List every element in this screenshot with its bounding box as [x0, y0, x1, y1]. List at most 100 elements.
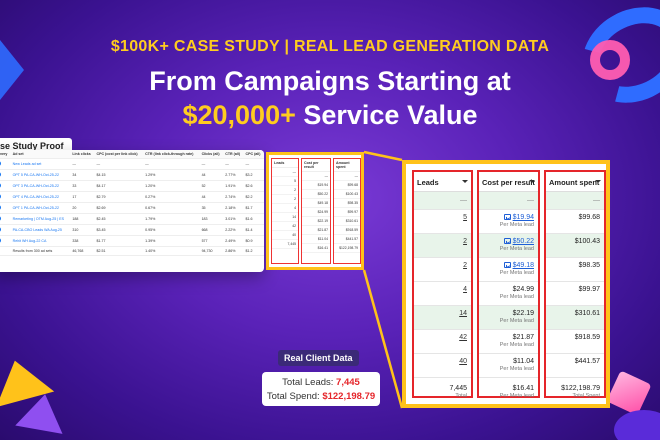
- leads-link[interactable]: 14: [459, 310, 467, 317]
- mini-header-amount: Amount spent: [334, 159, 360, 172]
- chart-icon[interactable]: [503, 238, 511, 244]
- leads-link[interactable]: 4: [463, 286, 467, 293]
- amount-value: $99.68: [578, 214, 600, 221]
- ad-set-name[interactable]: OPT 4 PA-CA-WH-Oct-25-22: [10, 191, 71, 203]
- mini-cell: $122,198.79: [334, 244, 360, 253]
- table-cell: —: [223, 158, 244, 170]
- table-row[interactable]: OPT 1 PA-CA-WH-Oct-25-22 20 $2.69 0.67% 35 2.…: [0, 202, 264, 214]
- zoom-row: $98.35: [546, 258, 604, 282]
- table-cell: 1.91%: [223, 180, 244, 192]
- decor-triangle-purple: [15, 390, 69, 434]
- headline: From Campaigns Starting at $20,000+ Serv…: [0, 64, 660, 132]
- mini-cell: $99.97: [334, 208, 360, 217]
- delivery-cell[interactable]: [0, 158, 11, 170]
- mini-cell: 14: [272, 213, 298, 222]
- ads-table-column-header[interactable]: CPC (all): [243, 150, 264, 159]
- amount-value: $99.97: [578, 286, 600, 293]
- table-cell: —: [143, 158, 200, 170]
- zoom-row: 2: [414, 258, 471, 282]
- ad-set-name[interactable]: OPT 3 PA-CA-WH-Oct-25-22: [10, 180, 71, 192]
- delivery-cell[interactable]: [0, 202, 11, 214]
- zoomed-metrics-panel: Leads — 5 2 2 4 14 42 40 7,445 Total Cost per re…: [402, 160, 610, 408]
- zoom-row: 42: [414, 330, 471, 354]
- ad-set-name[interactable]: OPT 5 PA-CA-WH-Oct-25-22: [10, 169, 71, 181]
- chevron-down-icon: [529, 180, 535, 183]
- leads-link[interactable]: 42: [459, 334, 467, 341]
- table-cell: 46,768: [70, 246, 95, 256]
- total-amount: $122,198.79: [561, 385, 600, 392]
- zoom-dash-row: —: [546, 192, 604, 210]
- ad-set-name[interactable]: New Leads ad set: [10, 158, 71, 170]
- table-cell: 183: [199, 213, 224, 225]
- chart-icon[interactable]: [503, 262, 511, 268]
- headline-rest: Service Value: [295, 100, 478, 130]
- leads-link[interactable]: 2: [463, 238, 467, 245]
- table-row[interactable]: Rehit WH Aug-22 CA 338 $1.77 1.39% 577 2.49% $…: [0, 235, 264, 247]
- headline-line1: From Campaigns Starting at: [149, 66, 511, 96]
- delivery-cell[interactable]: [0, 180, 11, 192]
- chevron-down-icon: [595, 180, 601, 183]
- zoom-row: $99.97: [546, 282, 604, 306]
- zoom-dash-row: —: [414, 192, 471, 210]
- table-row[interactable]: Remarketing | OTM Aug-25 | ES 188 $2.45 1.7…: [0, 213, 264, 225]
- total-leads-label: Total Leads:: [282, 377, 337, 388]
- table-cell: 2.18%: [223, 202, 244, 214]
- table-row[interactable]: OPT 3 PA-CA-WH-Oct-25-22 33 $4.17 1.20% 52 1.…: [0, 180, 264, 192]
- cost-link[interactable]: $49.18: [512, 262, 534, 269]
- delivery-cell[interactable]: [0, 169, 11, 181]
- cost-value: $11.04: [513, 358, 534, 365]
- ad-set-name[interactable]: PA-CA-CBO Leads WA Aug-25: [10, 224, 71, 236]
- table-cell: $4.17: [94, 180, 144, 192]
- status-dot-icon: [0, 216, 1, 221]
- ad-set-name[interactable]: OPT 1 PA-CA-WH-Oct-25-22: [10, 202, 71, 214]
- status-dot-icon: [0, 205, 1, 210]
- zoom-dash-row: —: [479, 192, 538, 210]
- table-cell: $4.15: [94, 169, 144, 181]
- cost-link[interactable]: $19.94: [512, 214, 534, 221]
- ads-table-column-header[interactable]: Link clicks: [70, 150, 95, 159]
- delivery-cell[interactable]: [0, 235, 11, 247]
- mini-col-cost: Cost per result — $19.94 $50.22 $49.18 $24.9…: [301, 158, 331, 264]
- delivery-cell[interactable]: [0, 213, 11, 225]
- headline-line2: $20,000+ Service Value: [0, 98, 660, 132]
- zoom-header-amount[interactable]: Amount spent: [546, 172, 604, 192]
- total-leads[interactable]: 7,445: [449, 385, 467, 392]
- header-tagline: $100K+ CASE STUDY | REAL LEAD GENERATION…: [110, 38, 550, 55]
- ads-table-column-header[interactable]: CTR (link click-through rate): [143, 150, 200, 159]
- mini-cell: $100.43: [334, 190, 360, 199]
- table-cell: 52: [199, 180, 224, 192]
- table-cell: 577: [199, 235, 224, 247]
- total-row: 7,445 Total: [414, 378, 471, 410]
- mini-cell: $99.68: [334, 181, 360, 190]
- leads-link[interactable]: 5: [463, 214, 467, 221]
- ad-set-name[interactable]: Rehit WH Aug-22 CA: [10, 235, 71, 247]
- zoom-header-cost[interactable]: Cost per result: [479, 172, 538, 192]
- mini-cell: 2: [272, 186, 298, 195]
- zoom-header-leads-label: Leads: [417, 178, 439, 187]
- mini-cell: $50.22: [302, 190, 330, 199]
- ads-table-column-header[interactable]: Clicks (all): [199, 150, 224, 159]
- zoom-col-amount: Amount spent — $99.68 $100.43 $98.35 $99.97…: [544, 170, 606, 399]
- delivery-cell[interactable]: [0, 224, 11, 236]
- ads-table-column-header[interactable]: CPC (cost per link click): [94, 150, 144, 159]
- delivery-cell[interactable]: [0, 191, 11, 203]
- table-row[interactable]: New Leads ad set — — — — — —: [0, 158, 264, 170]
- zoom-row: $918.59: [546, 330, 604, 354]
- table-row[interactable]: PA-CA-CBO Leads WA Aug-25 310 $3.45 0.95% 66…: [0, 224, 264, 236]
- ads-table-column-header[interactable]: elivery: [0, 150, 11, 159]
- ads-table-column-header[interactable]: CTR (all): [223, 150, 244, 159]
- amount-value: $441.57: [574, 358, 600, 365]
- ads-table-column-header[interactable]: Ad set: [10, 150, 71, 159]
- zoom-header-leads[interactable]: Leads: [414, 172, 471, 192]
- cost-link[interactable]: $50.22: [512, 238, 534, 245]
- leads-link[interactable]: 40: [459, 358, 467, 365]
- table-row[interactable]: OPT 5 PA-CA-WH-Oct-25-22 34 $4.15 1.29% 44 2.…: [0, 169, 264, 181]
- status-dot-icon: [0, 227, 1, 232]
- ad-set-name[interactable]: Remarketing | OTM Aug-25 | ES: [10, 213, 71, 225]
- leads-link[interactable]: 2: [463, 262, 467, 269]
- table-row[interactable]: OPT 4 PA-CA-WH-Oct-25-22 17 $2.79 0.27% 44 2.…: [0, 191, 264, 203]
- table-cell: 33: [70, 180, 95, 192]
- chart-icon[interactable]: [503, 214, 511, 220]
- table-cell: $1.6: [243, 213, 264, 225]
